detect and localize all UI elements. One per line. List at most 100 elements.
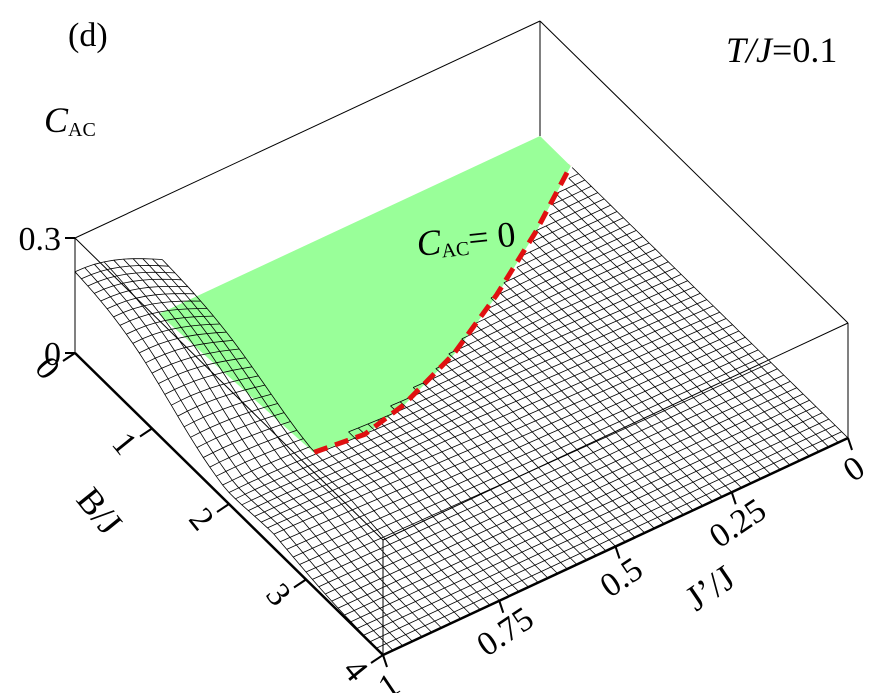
mesh-line-b-29 [260,318,727,523]
mesh-line-jp-11 [335,445,490,606]
mesh-line-b-6 [113,173,579,318]
zero-region-label-main: C [415,222,444,264]
mesh-line-b-46 [370,425,836,642]
mesh-line-b-45 [363,418,829,636]
mesh-line-b-22 [216,274,682,477]
mesh-line-b-26 [241,299,707,506]
mesh-line-jp-16 [377,419,539,583]
mesh-line-jp-40 [532,241,771,475]
mesh-line-b-0 [74,258,163,273]
jp-tick-label-4: 0 [837,449,872,489]
mesh-line-b-31 [273,330,740,535]
b-tick-mark-3 [293,578,307,589]
mesh-line-b-30 [267,324,733,529]
z-axis-label-main: C [44,100,69,140]
mesh-line-b-47 [376,431,842,649]
mesh-line-b-9 [132,192,598,344]
b-tick-label-1: 1 [104,426,143,462]
mesh-line-b-40 [331,387,797,602]
mesh-line-jp-45 [555,193,820,452]
mesh-line-b-39 [325,381,791,595]
mesh-line-b-18 [190,248,656,438]
b-tick-mark-0 [62,352,76,362]
mesh-line-jp-34 [500,293,713,502]
mesh-line-b-34 [293,349,759,558]
b-tick-label-2: 2 [181,501,220,537]
zero-region-label-rest: = 0 [466,214,517,259]
b-tick-label-3: 3 [258,577,297,613]
z-tick-label-0: 0.3 [19,221,62,258]
mesh-line-b-37 [312,368,778,580]
mesh-line-jp-15 [367,423,529,588]
mesh-line-jp-27 [458,349,645,534]
mesh-line-b-7 [119,179,586,326]
mesh-line-b-23 [222,280,688,486]
jp-tick-mark-2 [614,546,621,559]
jp-axis-label: J’/J [678,558,742,619]
jp-tick-mark-1 [498,600,505,614]
mesh-line-jp-13 [348,431,510,597]
mesh-line-b-41 [337,393,804,609]
mesh-line-b-27 [248,305,714,511]
temperature-annotation-prefix: T/J [726,30,774,70]
temperature-annotation-value: =0.1 [772,30,837,70]
mesh-line-b-11 [145,204,611,364]
box-edge-back-1 [539,20,849,324]
mesh-line-b-20 [203,261,669,458]
mesh-line-b-28 [254,311,720,517]
mesh-line-jp-48 [571,167,849,439]
zero-boundary-curve [313,164,574,455]
mesh-line-b-35 [299,355,765,565]
mesh-line-b-44 [357,412,823,629]
mesh-line-b-8 [126,185,592,335]
mesh-line-b-3 [94,278,182,294]
mesh-line-b-14 [164,223,630,395]
mesh-line-b-15 [171,230,637,406]
mesh-line-b-1 [81,264,169,280]
b-tick-label-4: 4 [335,652,374,688]
mesh-line-jp-30 [474,323,674,520]
mesh-line-jp-29 [471,334,665,524]
temperature-annotation: T/J=0.1 [726,30,837,70]
b-tick-mark-1 [139,427,153,438]
mesh-line-jp-14 [357,427,519,592]
jp-tick-mark-4 [847,437,853,451]
box-edge-back-0 [74,20,541,239]
mesh-line-jp-39 [529,251,762,479]
z-axis-label: CAC [44,100,96,141]
mesh-line-jp-33 [490,297,703,506]
zero-region [158,136,571,454]
boundary-dashes [313,164,574,455]
mesh-line-jp-31 [484,318,684,515]
jp-tick-mark-0 [382,654,388,668]
jp-tick-label-0: 1 [372,666,407,693]
jp-tick-label-2: 0.5 [594,551,650,605]
mesh-line-b-33 [286,343,752,550]
mesh-line-b-24 [228,286,695,493]
mesh-line-b-16 [177,236,643,417]
mesh-line-jp-22 [422,382,597,556]
mesh-line-b-10 [139,198,605,354]
mesh-line-jp-26 [448,353,636,538]
mesh-line-b-43 [350,406,817,623]
mesh-line-jp-43 [549,214,800,461]
mesh-line-jp-46 [565,188,829,448]
b-axis-label: B/J [69,480,130,543]
z-tick-label-1: 0 [44,336,61,373]
mesh-line-jp-37 [516,267,742,488]
mesh-line-jp-21 [412,387,587,561]
mesh-line-jp-17 [387,415,548,579]
z-axis-label-sub: AC [68,119,96,141]
box-edge-front-4 [382,322,849,541]
mesh-line-jp-28 [461,338,655,529]
zero-region-fill [158,136,571,454]
panel-label: (d) [68,17,108,54]
box-edge-front-5 [74,237,384,541]
jp-tick-mark-3 [730,491,737,505]
mesh-line-b-25 [235,292,701,500]
mesh-line-b-38 [318,374,784,588]
mesh-line-b-13 [158,217,624,384]
mesh-line-jp-10 [325,449,481,610]
mesh-line-b-19 [196,255,663,448]
